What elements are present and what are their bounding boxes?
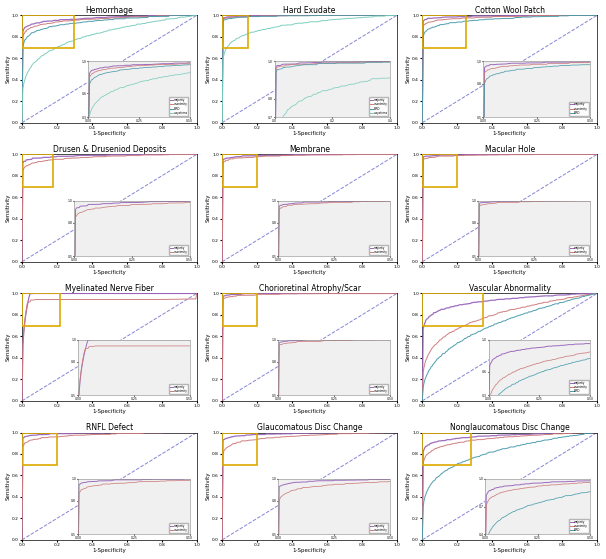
Title: Vascular Abnormality: Vascular Abnormality <box>468 283 551 293</box>
Title: Glaucomatous Disc Change: Glaucomatous Disc Change <box>257 423 362 432</box>
Title: Membrane: Membrane <box>289 145 330 154</box>
Bar <box>222 15 248 48</box>
Title: Hard Exudate: Hard Exudate <box>284 6 336 15</box>
Title: Drusen & Druseniod Deposits: Drusen & Druseniod Deposits <box>53 145 166 154</box>
Y-axis label: Sensitivity: Sensitivity <box>5 194 10 222</box>
Bar <box>22 433 57 465</box>
X-axis label: 1-Specificity: 1-Specificity <box>293 271 327 276</box>
Y-axis label: Sensitivity: Sensitivity <box>5 333 10 361</box>
X-axis label: 1-Specificity: 1-Specificity <box>493 548 527 553</box>
Y-axis label: Sensitivity: Sensitivity <box>406 55 411 83</box>
Bar <box>22 15 75 48</box>
Bar <box>422 154 458 187</box>
X-axis label: 1-Specificity: 1-Specificity <box>493 271 527 276</box>
Y-axis label: Sensitivity: Sensitivity <box>205 194 211 222</box>
X-axis label: 1-Specificity: 1-Specificity <box>93 131 126 136</box>
Bar <box>222 154 257 187</box>
Bar <box>422 15 466 48</box>
X-axis label: 1-Specificity: 1-Specificity <box>93 271 126 276</box>
Title: Macular Hole: Macular Hole <box>485 145 534 154</box>
X-axis label: 1-Specificity: 1-Specificity <box>93 548 126 553</box>
Y-axis label: Sensitivity: Sensitivity <box>406 472 411 500</box>
Title: Cotton Wool Patch: Cotton Wool Patch <box>474 6 545 15</box>
Bar <box>22 154 53 187</box>
Bar <box>222 293 257 326</box>
X-axis label: 1-Specificity: 1-Specificity <box>293 131 327 136</box>
Title: Hemorrhage: Hemorrhage <box>85 6 133 15</box>
X-axis label: 1-Specificity: 1-Specificity <box>93 409 126 414</box>
X-axis label: 1-Specificity: 1-Specificity <box>293 548 327 553</box>
Title: Chorioretinal Atrophy/Scar: Chorioretinal Atrophy/Scar <box>259 283 361 293</box>
Y-axis label: Sensitivity: Sensitivity <box>5 55 10 83</box>
X-axis label: 1-Specificity: 1-Specificity <box>493 409 527 414</box>
Title: Nonglaucomatous Disc Change: Nonglaucomatous Disc Change <box>450 423 570 432</box>
Y-axis label: Sensitivity: Sensitivity <box>406 333 411 361</box>
Bar <box>422 433 471 465</box>
X-axis label: 1-Specificity: 1-Specificity <box>293 409 327 414</box>
Y-axis label: Sensitivity: Sensitivity <box>205 55 211 83</box>
Y-axis label: Sensitivity: Sensitivity <box>205 333 211 361</box>
Title: RNFL Defect: RNFL Defect <box>85 423 133 432</box>
Bar <box>422 293 484 326</box>
X-axis label: 1-Specificity: 1-Specificity <box>493 131 527 136</box>
Y-axis label: Sensitivity: Sensitivity <box>406 194 411 222</box>
Y-axis label: Sensitivity: Sensitivity <box>5 472 10 500</box>
Title: Myelinated Nerve Fiber: Myelinated Nerve Fiber <box>65 283 154 293</box>
Bar <box>22 293 61 326</box>
Bar <box>222 433 257 465</box>
Y-axis label: Sensitivity: Sensitivity <box>205 472 211 500</box>
